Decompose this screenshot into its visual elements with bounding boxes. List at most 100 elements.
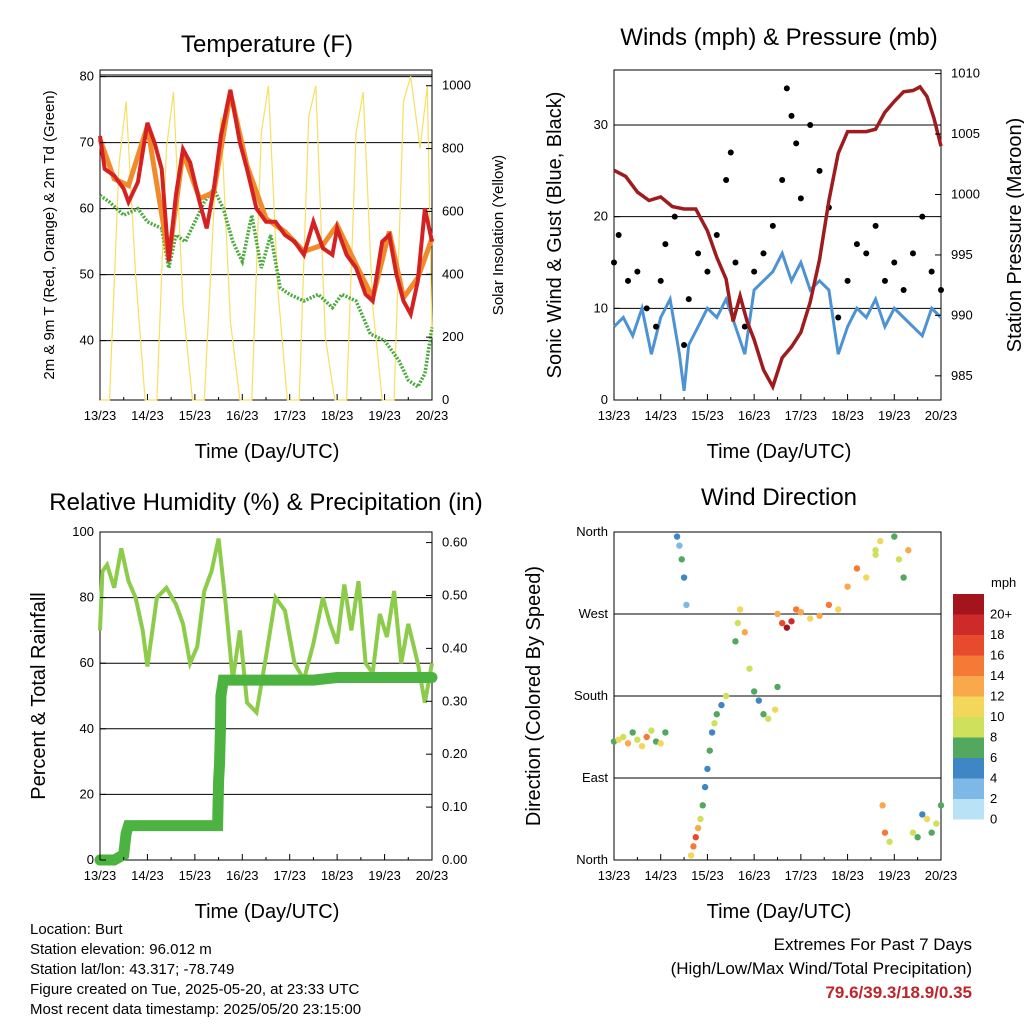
direction-point: [914, 834, 921, 841]
y-right-tick-label: 1000: [951, 187, 980, 202]
humidity-plot-frame: [99, 531, 433, 861]
elevation-text: Station elevation: 96.012 m: [30, 941, 212, 958]
x-tick-label: 15/23: [179, 408, 212, 423]
temperature-panel: Temperature (F) 13/23 14/23 15/23 16/23 17/2…: [41, 31, 507, 463]
y-tick-label: 20: [594, 209, 608, 224]
extremes-title: Extremes For Past 7 Days: [773, 935, 972, 954]
wind-direction-ylabel: Direction (Colored By Speed): [523, 566, 545, 826]
direction-point: [648, 727, 655, 734]
legend-label: 16: [990, 647, 1004, 662]
gust-point: [751, 268, 758, 275]
direction-point: [923, 815, 931, 823]
gust-point: [816, 167, 823, 174]
gust-point: [807, 122, 814, 128]
y-tick-label: 60: [80, 201, 94, 216]
x-tick-label: 19/23: [368, 408, 401, 423]
gust-point: [797, 195, 804, 202]
rh-line: [98, 538, 434, 717]
legend-swatch: [953, 737, 984, 758]
gust-point: [723, 177, 730, 183]
direction-point: [774, 610, 781, 618]
y-right-tick-label: 1000: [442, 78, 471, 93]
humidity-panel: Relative Humidity (%) & Precipitation (i…: [28, 489, 483, 923]
y-tick-label: North: [576, 852, 608, 867]
y-tick-label: 50: [80, 267, 94, 282]
y-tick-label: West: [579, 606, 609, 621]
direction-point: [629, 729, 636, 736]
temp-2m-line: [98, 89, 434, 320]
gust-point: [853, 241, 860, 248]
x-tick-label: 20/23: [925, 408, 958, 423]
station-info: Location: Burt Station elevation: 96.012…: [30, 920, 361, 1020]
x-tick-label: 18/23: [831, 408, 864, 423]
direction-point: [713, 711, 720, 718]
direction-point: [755, 697, 763, 704]
direction-point: [615, 736, 622, 743]
direction-point: [778, 619, 786, 627]
precip-line: [94, 672, 438, 866]
direction-point: [905, 547, 912, 554]
x-tick-label: 20/23: [925, 868, 958, 883]
gust-point: [681, 342, 688, 348]
direction-point: [816, 612, 823, 620]
direction-point: [722, 692, 730, 700]
y-tick-label: 30: [594, 117, 608, 132]
legend-swatch: [953, 758, 984, 779]
direction-point: [746, 665, 753, 672]
x-tick-label: 18/23: [321, 408, 354, 423]
winds-ylabel-right: Station Pressure (Maroon): [1004, 118, 1024, 353]
gust-point: [741, 323, 748, 330]
direction-point: [697, 815, 704, 823]
legend-label: 18: [990, 627, 1004, 642]
direction-point: [788, 618, 795, 625]
gust-point: [788, 112, 795, 119]
direction-point: [760, 711, 767, 718]
direction-point: [933, 820, 940, 827]
y-right-tick-label: 0.40: [442, 640, 467, 655]
y-right-tick-label: 200: [442, 329, 464, 344]
legend-label: 2: [990, 791, 997, 806]
y-right-tick-label: 995: [951, 247, 973, 262]
x-tick-label: 14/23: [644, 868, 677, 883]
gust-point: [769, 222, 776, 229]
gust-point: [615, 232, 622, 238]
y-right-tick-label: 0.10: [442, 799, 467, 814]
x-tick-label: 15/23: [691, 408, 724, 423]
y-tick-label: 100: [72, 524, 94, 539]
sonic-wind-line: [612, 249, 943, 391]
legend-swatch: [953, 717, 984, 738]
legend-label: 14: [990, 668, 1004, 683]
direction-point: [877, 537, 884, 545]
direction-point: [662, 729, 669, 736]
gust-point: [891, 259, 898, 266]
legend-swatch: [953, 655, 984, 676]
legend-label: 6: [990, 750, 997, 765]
gust-point: [732, 259, 739, 266]
x-tick-label: 16/23: [226, 408, 259, 423]
x-tick-label: 19/23: [878, 868, 911, 883]
direction-point: [708, 729, 716, 736]
direction-point: [678, 556, 685, 563]
y-right-tick-label: 1010: [951, 66, 980, 81]
temperature-plot-frame: [99, 69, 433, 401]
temperature-title: Temperature (F): [181, 31, 353, 58]
y-right-tick-label: 990: [951, 307, 973, 322]
y-right-tick-label: 1005: [951, 126, 980, 141]
direction-point: [624, 740, 632, 747]
y-right-tick-label: 0.60: [442, 535, 467, 550]
recent-text: Most recent data timestamp: 2025/05/20 2…: [30, 1001, 362, 1018]
direction-point: [853, 565, 861, 572]
y-tick-label: 40: [80, 333, 94, 348]
direction-point: [673, 533, 681, 540]
x-tick-label: 15/23: [691, 868, 724, 883]
gust-point: [928, 268, 935, 275]
direction-point: [704, 765, 711, 773]
y-tick-label: South: [574, 688, 608, 703]
y-tick-label: 0: [601, 392, 608, 407]
winds-plot-frame: [613, 69, 942, 401]
x-tick-label: 18/23: [831, 868, 864, 883]
direction-point: [886, 838, 893, 845]
created-text: Figure created on Tue, 2025-05-20, at 23…: [30, 981, 360, 998]
gust-point: [662, 241, 669, 248]
direction-point: [919, 811, 926, 818]
